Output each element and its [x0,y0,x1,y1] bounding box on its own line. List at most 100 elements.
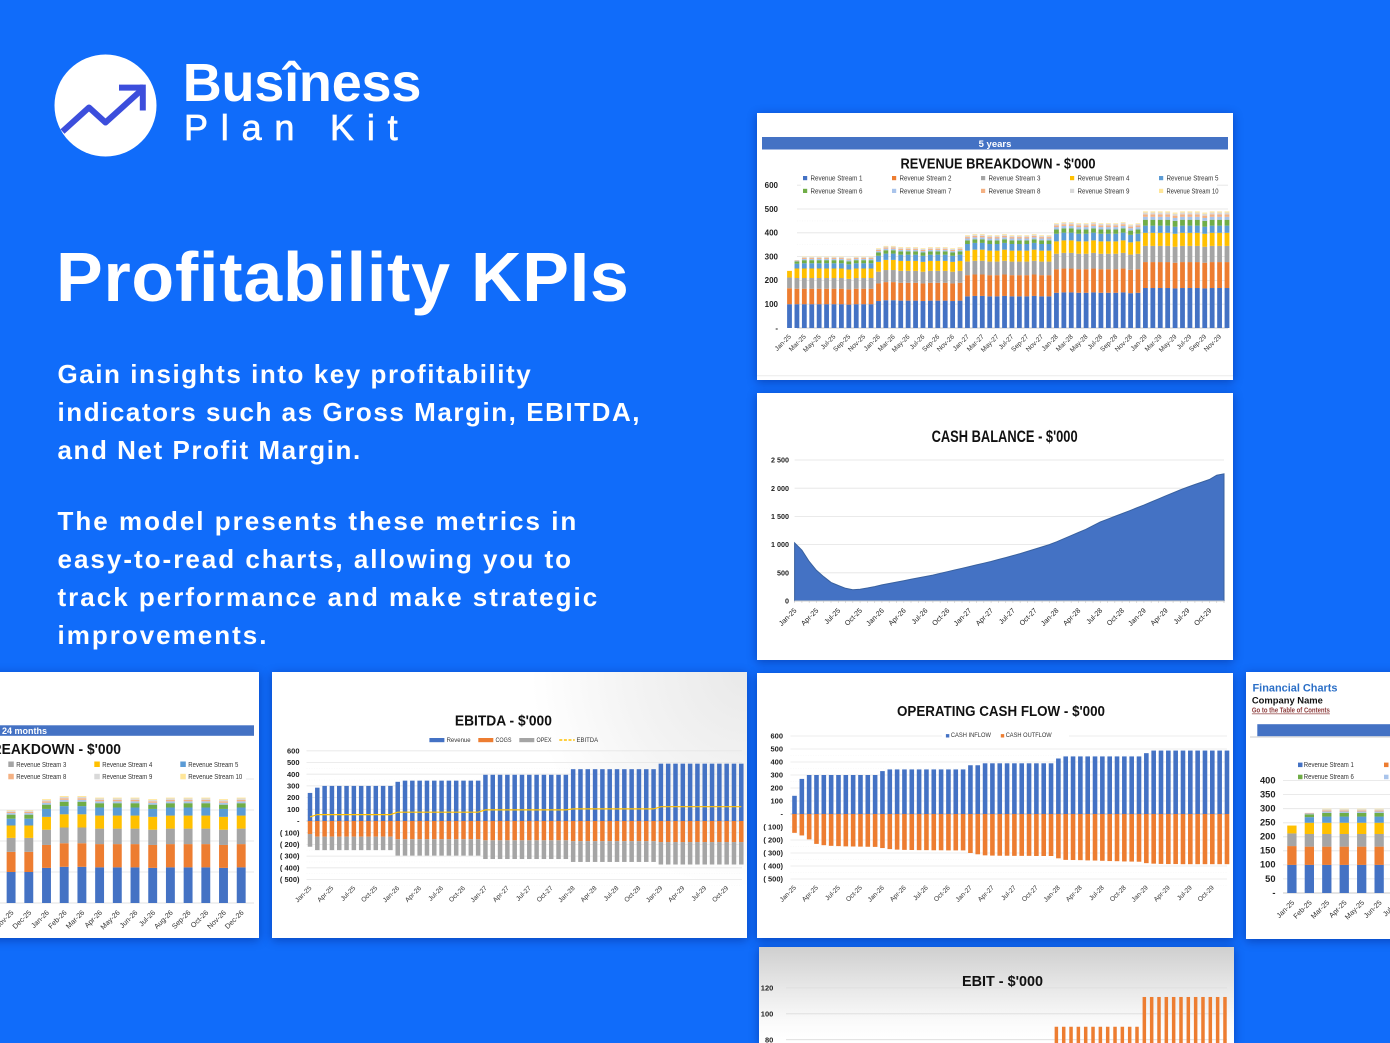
svg-text:( 200): ( 200) [280,840,300,849]
svg-text:Jan-25: Jan-25 [294,885,313,904]
svg-text:Oct-28: Oct-28 [623,885,642,904]
svg-text:Jul-25: Jul-25 [823,607,842,626]
svg-text:Company Name: Company Name [1252,695,1323,706]
svg-text:EBITDA - $'000: EBITDA - $'000 [455,712,552,729]
svg-text:Nov-29: Nov-29 [1203,333,1223,353]
svg-text:Oct-26: Oct-26 [448,885,467,904]
svg-text:-: - [297,817,300,826]
svg-text:Financial Charts: Financial Charts [1253,683,1338,695]
svg-text:Oct-26: Oct-26 [931,607,952,628]
svg-text:( 300): ( 300) [763,849,783,858]
svg-text:Go to the Table of Contents: Go to the Table of Contents [1252,708,1330,715]
svg-text:500: 500 [770,745,783,754]
svg-text:-: - [781,810,784,819]
svg-text:Apr-26: Apr-26 [404,885,423,904]
svg-text:400: 400 [1260,775,1276,785]
svg-text:EBITDA: EBITDA [577,737,599,744]
svg-text:Jul-28: Jul-28 [603,885,621,903]
svg-text:600: 600 [770,732,783,741]
svg-text:Jan-25: Jan-25 [778,607,799,628]
svg-text:Jul-29: Jul-29 [1176,884,1194,902]
svg-text:Jul-26: Jul-26 [910,607,929,626]
svg-text:Dec-26: Dec-26 [223,908,246,931]
svg-text:80: 80 [765,1035,773,1043]
svg-text:Jul-27: Jul-27 [515,885,533,903]
svg-text:50: 50 [1265,874,1275,884]
svg-text:200: 200 [1260,832,1276,842]
svg-text:500: 500 [765,205,779,214]
svg-text:2 000: 2 000 [771,484,789,493]
svg-text:Jul-29: Jul-29 [690,885,708,903]
svg-text:24 months: 24 months [2,726,47,737]
svg-text:( 100): ( 100) [280,828,300,837]
svg-text:100: 100 [287,805,300,814]
svg-text:Jan-29: Jan-29 [645,885,664,904]
svg-text:( 400): ( 400) [763,862,783,871]
svg-text:Jan-27: Jan-27 [470,885,489,904]
svg-text:Revenue Stream 9: Revenue Stream 9 [1078,188,1130,195]
svg-text:Oct-26: Oct-26 [933,884,952,903]
svg-text:Apr-29: Apr-29 [1153,884,1172,903]
svg-text:( 100): ( 100) [763,823,783,832]
svg-text:( 500): ( 500) [280,875,300,884]
svg-text:CASH INFLOW: CASH INFLOW [951,732,991,739]
svg-text:Jul-29: Jul-29 [1172,607,1191,626]
svg-text:Revenue Stream 5: Revenue Stream 5 [188,762,238,769]
svg-text:Mar-25: Mar-25 [1309,898,1331,920]
svg-text:Revenue Stream 6: Revenue Stream 6 [811,188,863,195]
svg-text:400: 400 [770,758,783,767]
svg-text:Revenue Stream 4: Revenue Stream 4 [102,762,152,769]
svg-text:Jan-27: Jan-27 [955,884,974,903]
svg-text:2 500: 2 500 [771,456,789,465]
svg-text:Revenue Stream 10: Revenue Stream 10 [188,774,242,781]
svg-text:250: 250 [1260,818,1276,828]
svg-text:Apr-27: Apr-27 [974,607,995,628]
svg-text:5 years: 5 years [979,139,1012,150]
svg-text:Revenue Stream 1: Revenue Stream 1 [811,176,863,183]
svg-text:Feb-26: Feb-26 [46,908,68,930]
svg-text:1 000: 1 000 [771,540,789,549]
svg-text:Jan-28: Jan-28 [557,885,576,904]
svg-text:300: 300 [1260,804,1276,814]
svg-text:CASH OUTFLOW: CASH OUTFLOW [1006,732,1052,739]
svg-text:100: 100 [770,797,783,806]
svg-text:Jul-27: Jul-27 [1000,884,1018,902]
svg-text:Oct-29: Oct-29 [1197,884,1216,903]
svg-text:400: 400 [765,229,779,238]
svg-text:Jul-27: Jul-27 [997,607,1016,626]
svg-text:Jan-29: Jan-29 [1127,607,1148,628]
svg-text:Oct-29: Oct-29 [1193,607,1214,628]
svg-text:Revenue Stream 10: Revenue Stream 10 [1167,188,1219,195]
svg-text:Jan-28: Jan-28 [1043,884,1062,903]
svg-text:Apr-28: Apr-28 [1062,607,1083,628]
svg-text:Revenue: Revenue [447,737,471,744]
svg-text:500: 500 [287,758,300,767]
svg-text:Jan-29: Jan-29 [1131,884,1150,903]
svg-text:CASH BALANCE - $'000: CASH BALANCE - $'000 [932,427,1078,446]
svg-text:OPERATING CASH FLOW - $'000: OPERATING CASH FLOW - $'000 [897,703,1105,720]
svg-text:200: 200 [287,793,300,802]
svg-text:350: 350 [1260,789,1276,799]
svg-text:Oct-27: Oct-27 [1021,884,1040,903]
svg-text:Revenue Stream 8: Revenue Stream 8 [16,774,66,781]
svg-text:Jun-26: Jun-26 [118,908,140,930]
svg-text:Revenue Stream 6: Revenue Stream 6 [1304,772,1354,781]
svg-text:1 500: 1 500 [771,512,789,521]
svg-text:200: 200 [765,276,779,285]
svg-text:500: 500 [777,568,789,577]
svg-text:Oct-27: Oct-27 [1018,607,1039,628]
svg-text:Apr-28: Apr-28 [580,885,599,904]
svg-text:Revenue Stream 1: Revenue Stream 1 [1304,760,1354,769]
svg-text:Jan-28: Jan-28 [1040,607,1061,628]
svg-text:Jul-25: Jul-25 [824,884,842,902]
svg-text:Apr-27: Apr-27 [977,884,996,903]
svg-text:Apr-26: Apr-26 [889,884,908,903]
svg-text:-: - [1272,888,1275,898]
svg-text:300: 300 [765,252,779,261]
svg-text:100: 100 [1260,860,1276,870]
svg-text:Jan-26: Jan-26 [382,885,401,904]
svg-text:Oct-25: Oct-25 [360,885,379,904]
svg-text:Jan-26: Jan-26 [865,607,886,628]
svg-text:Jan-26: Jan-26 [867,884,886,903]
svg-text:Apr-29: Apr-29 [667,885,686,904]
